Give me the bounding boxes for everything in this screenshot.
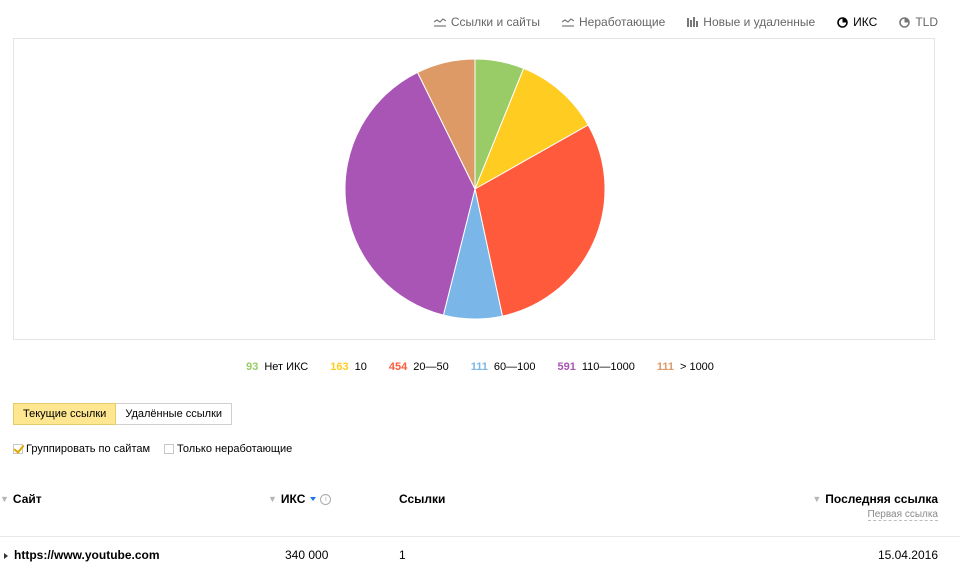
legend-count: 93 bbox=[246, 361, 259, 373]
tab-label: Ссылки и сайты bbox=[450, 15, 541, 29]
only-broken-checkbox[interactable]: Только неработающие bbox=[164, 443, 292, 455]
line-chart-icon bbox=[433, 18, 446, 27]
legend-count: 591 bbox=[557, 361, 576, 373]
iks-cell: 340 000 bbox=[285, 548, 329, 562]
legend-label: 60—100 bbox=[493, 361, 536, 373]
first-link-sort[interactable]: Первая ссылка bbox=[867, 509, 938, 521]
legend-count: 163 bbox=[330, 361, 349, 373]
tab-tld[interactable]: TLD bbox=[899, 15, 938, 29]
table-header: ▼ Сайт ▼ ИКС i Ссылки ▼ Последняя ссылка… bbox=[0, 490, 960, 530]
last-link-date-cell: 15.04.2016 bbox=[877, 548, 938, 562]
info-icon[interactable]: i bbox=[320, 493, 332, 505]
column-iks[interactable]: ▼ ИКС i bbox=[268, 492, 332, 506]
legend-item[interactable]: 163 10 bbox=[330, 361, 367, 373]
column-label: Сайт bbox=[12, 492, 42, 506]
column-label: Последняя ссылка bbox=[825, 492, 938, 506]
tab-label: Новые и удаленные bbox=[703, 15, 816, 29]
report-tabs: Ссылки и сайты Неработающие Новые и удал… bbox=[433, 14, 938, 30]
legend-count: 454 bbox=[388, 361, 408, 373]
tab-broken[interactable]: Неработающие bbox=[562, 15, 665, 29]
column-label: ИКС bbox=[280, 492, 306, 506]
deleted-links-button[interactable]: Удалённые ссылки bbox=[116, 403, 233, 425]
checkbox-label: Группировать по сайтам bbox=[26, 443, 151, 455]
site-url[interactable]: https://www.youtube.com bbox=[14, 548, 160, 562]
divider bbox=[0, 536, 960, 537]
checkbox-box[interactable] bbox=[164, 444, 175, 454]
pie-chart-icon bbox=[899, 16, 911, 28]
legend-item[interactable]: 93 Нет ИКС bbox=[246, 361, 308, 373]
checkbox-label: Только неработающие bbox=[177, 443, 293, 455]
legend-item[interactable]: 454 20—50 bbox=[389, 361, 449, 373]
chart-panel bbox=[13, 38, 935, 340]
legend-label: 10 bbox=[354, 361, 367, 373]
pie-chart-icon bbox=[837, 16, 848, 28]
pie-slice-4[interactable] bbox=[344, 71, 476, 316]
bar-chart-icon bbox=[687, 17, 699, 27]
legend-label: Нет ИКС bbox=[264, 361, 309, 373]
chart-legend: 93 Нет ИКС 163 10 454 20—50 111 60—100 591 110—10… bbox=[0, 361, 960, 373]
legend-label: > 1000 bbox=[679, 361, 714, 373]
legend-item[interactable]: 111 60—100 bbox=[471, 361, 536, 373]
pie-slice-2[interactable] bbox=[474, 124, 606, 317]
sort-desc-icon[interactable] bbox=[310, 497, 317, 501]
column-site[interactable]: ▼ Сайт bbox=[0, 492, 42, 506]
pie-chart bbox=[344, 58, 606, 320]
current-links-button[interactable]: Текущие ссылки bbox=[13, 403, 117, 425]
filter-icon[interactable]: ▼ bbox=[812, 494, 822, 504]
tab-iks[interactable]: ИКС bbox=[837, 15, 877, 29]
column-links[interactable]: Ссылки bbox=[399, 492, 445, 506]
tab-label: TLD bbox=[915, 15, 938, 29]
expand-arrow-icon[interactable] bbox=[4, 552, 8, 559]
column-last-link[interactable]: ▼ Последняя ссылка bbox=[812, 492, 938, 506]
legend-item[interactable]: 591 110—1000 bbox=[557, 361, 634, 373]
tab-links-and-sites[interactable]: Ссылки и сайты bbox=[433, 15, 541, 29]
pie-slice-5[interactable] bbox=[416, 58, 476, 190]
links-segment-control: Текущие ссылки Удалённые ссылки bbox=[13, 403, 233, 425]
tab-label: Неработающие bbox=[579, 15, 666, 29]
links-count-cell: 1 bbox=[399, 548, 406, 562]
line-chart-icon bbox=[562, 18, 575, 27]
tab-new-and-deleted[interactable]: Новые и удаленные bbox=[687, 15, 815, 29]
tab-label: ИКС bbox=[853, 15, 878, 29]
site-cell[interactable]: https://www.youtube.com bbox=[4, 548, 160, 562]
filter-checkboxes: Группировать по сайтам Только неработающ… bbox=[13, 443, 292, 455]
legend-count: 111 bbox=[470, 361, 488, 373]
legend-count: 111 bbox=[656, 361, 674, 373]
table-row[interactable]: https://www.youtube.com 340 000 1 15.04.… bbox=[0, 546, 960, 564]
legend-label: 110—1000 bbox=[581, 361, 635, 373]
filter-icon[interactable]: ▼ bbox=[268, 494, 277, 504]
legend-item[interactable]: 111 > 1000 bbox=[657, 361, 714, 373]
checkbox-box[interactable] bbox=[13, 444, 23, 454]
legend-label: 20—50 bbox=[413, 361, 449, 373]
column-label: Ссылки bbox=[399, 492, 446, 506]
pie-slice-1[interactable] bbox=[474, 67, 589, 191]
group-by-sites-checkbox[interactable]: Группировать по сайтам bbox=[13, 443, 150, 455]
filter-icon[interactable]: ▼ bbox=[0, 494, 9, 504]
